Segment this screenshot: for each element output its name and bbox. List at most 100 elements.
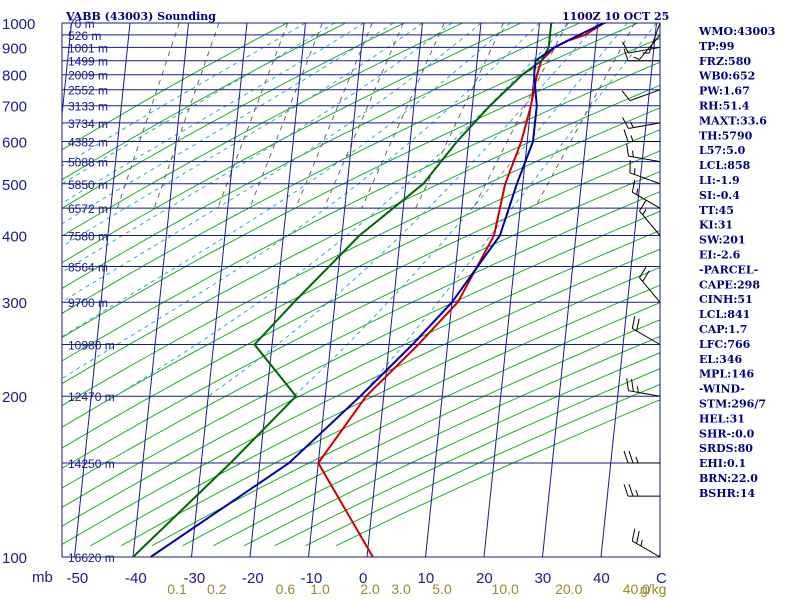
mixing-ratio-line: [116, 23, 180, 209]
wind-barb-staff: [628, 390, 661, 397]
dry-adiabat-line: [62, 191, 660, 489]
wind-barb-staff: [639, 210, 661, 236]
wind-barb-feather: [628, 483, 634, 497]
moist-adiabat-line: [62, 23, 482, 303]
height-label: 9700 m: [68, 296, 108, 310]
stat-line: KI:31: [699, 219, 733, 232]
pressure-labels: 100 200 300 400 500 600 700 800 900 1000 mb: [2, 16, 53, 586]
stat-line: CAP:1.7: [699, 323, 747, 336]
pressure-unit-label: mb: [32, 569, 53, 586]
wind-barb-staff: [639, 34, 661, 60]
wind-barb: [623, 48, 660, 62]
pressure-label: 300: [2, 295, 27, 312]
wind-barb-half-feather: [636, 386, 639, 393]
temperature-label: -10: [301, 570, 323, 587]
dry-adiabat-line: [121, 284, 660, 547]
dry-adiabat-line: [62, 107, 660, 407]
stat-line: BRN:22.0: [699, 472, 758, 485]
wind-barb-half-feather: [635, 489, 639, 497]
stat-line: SRDS:80: [699, 442, 753, 455]
wind-barb-feather: [623, 48, 629, 61]
stat-line: SW:201: [699, 234, 746, 247]
wind-barb-half-feather: [629, 121, 634, 128]
wind-barb-feather: [623, 450, 629, 464]
isobars: [62, 23, 660, 557]
isotherm-line: [600, 23, 657, 557]
temperature-label: -50: [67, 570, 89, 587]
wind-barb-feather: [642, 270, 650, 282]
isotherm-line: [483, 23, 540, 557]
height-label: 3133 m: [68, 100, 108, 114]
isotherms: [62, 23, 660, 557]
moist-adiabat-line: [360, 23, 657, 397]
dry-adiabat-line: [62, 23, 581, 290]
height-label: 14250 m: [68, 457, 115, 471]
stats-panel: WMO:43003 TP:99 FRZ:580 WB0:652 PW:1.67 RH:51…: [698, 25, 775, 500]
pressure-label: 1000: [2, 16, 35, 33]
wind-barb-feather: [636, 531, 640, 544]
mixing-ratio-label: 0.2: [207, 581, 227, 597]
wind-barb-feather: [623, 129, 629, 142]
stat-line: EI:-2.6: [699, 249, 741, 262]
wind-barb: [631, 528, 661, 558]
dry-adiabat-line: [62, 210, 660, 508]
wind-barb-feather: [623, 483, 629, 497]
wind-barb: [631, 316, 661, 345]
wind-barb-staff: [632, 328, 661, 345]
stat-line: L57:5.0: [699, 144, 746, 157]
stat-line: WMO:43003: [698, 25, 775, 38]
wind-barb-feather: [622, 117, 629, 129]
pressure-label: 700: [2, 99, 27, 116]
stat-line: WB0:652: [698, 70, 755, 83]
dry-adiabat-line: [62, 23, 640, 314]
mixing-ratio-label: 10.0: [492, 581, 519, 597]
isotherm-line: [308, 23, 365, 557]
wind-barb-feather: [626, 378, 629, 391]
height-label: 5088 m: [68, 156, 108, 170]
dry-adiabat-line: [62, 23, 523, 264]
pressure-label: 100: [2, 550, 27, 567]
stat-line: -PARCEL-: [699, 263, 758, 276]
wind-barb-half-feather: [636, 188, 639, 195]
stat-line: TP:99: [699, 40, 734, 53]
temperature-label: 10: [418, 570, 435, 587]
isotherm-line: [425, 23, 482, 557]
chart-title-time: 1100Z 10 OCT 25: [562, 10, 669, 23]
wind-barb-staff: [639, 277, 661, 303]
height-label: 526 m: [68, 29, 101, 43]
stat-line: LCL:841: [699, 308, 750, 321]
temperature-label: 20: [476, 570, 493, 587]
temperature-label: -20: [242, 570, 264, 587]
height-label: 2009 m: [68, 69, 108, 83]
wind-barb-half-feather: [640, 539, 643, 547]
sounding-profiles: [132, 23, 609, 557]
height-label: 1001 m: [68, 41, 108, 55]
mixing-ratio-labels: 0.1 0.2 0.6 1.0 2.0 3.0 5.0 10.0 20.0 40.0g/kg: [167, 581, 666, 597]
height-label: 70 m: [68, 17, 95, 31]
wind-barb-feather: [636, 318, 640, 332]
stat-line: TT:45: [699, 204, 734, 217]
wind-barbs: [621, 22, 661, 558]
height-label: 1499 m: [68, 55, 108, 69]
wind-barb-feather: [628, 450, 634, 464]
height-label: 6572 m: [68, 202, 108, 216]
mixing-ratio-line: [361, 23, 445, 209]
wind-barb-staff: [632, 191, 661, 209]
dry-adiabat-line: [182, 319, 660, 547]
stat-line: BSHR:14: [699, 487, 755, 500]
wind-barb: [631, 179, 661, 209]
mixing-ratio-label: 2.0: [360, 581, 380, 597]
stat-line: -WIND-: [699, 383, 745, 396]
temperature-label: 0: [359, 570, 367, 587]
height-label: 7580 m: [68, 229, 108, 243]
height-label: 4382 m: [68, 135, 108, 149]
mixing-ratio-line: [473, 23, 568, 209]
stat-line: SHR-:0.0: [699, 427, 755, 440]
wind-barb-staff: [632, 540, 661, 558]
dry-adiabat-line: [62, 37, 660, 339]
height-labels: 16620 m 14250 m 12470 m 10980 m 9700 m 8564 m…: [68, 17, 115, 565]
stat-line: FRZ:580: [699, 55, 751, 68]
wind-barb: [629, 160, 661, 185]
height-label: 16620 m: [68, 551, 115, 565]
plot-frame: [61, 22, 661, 558]
